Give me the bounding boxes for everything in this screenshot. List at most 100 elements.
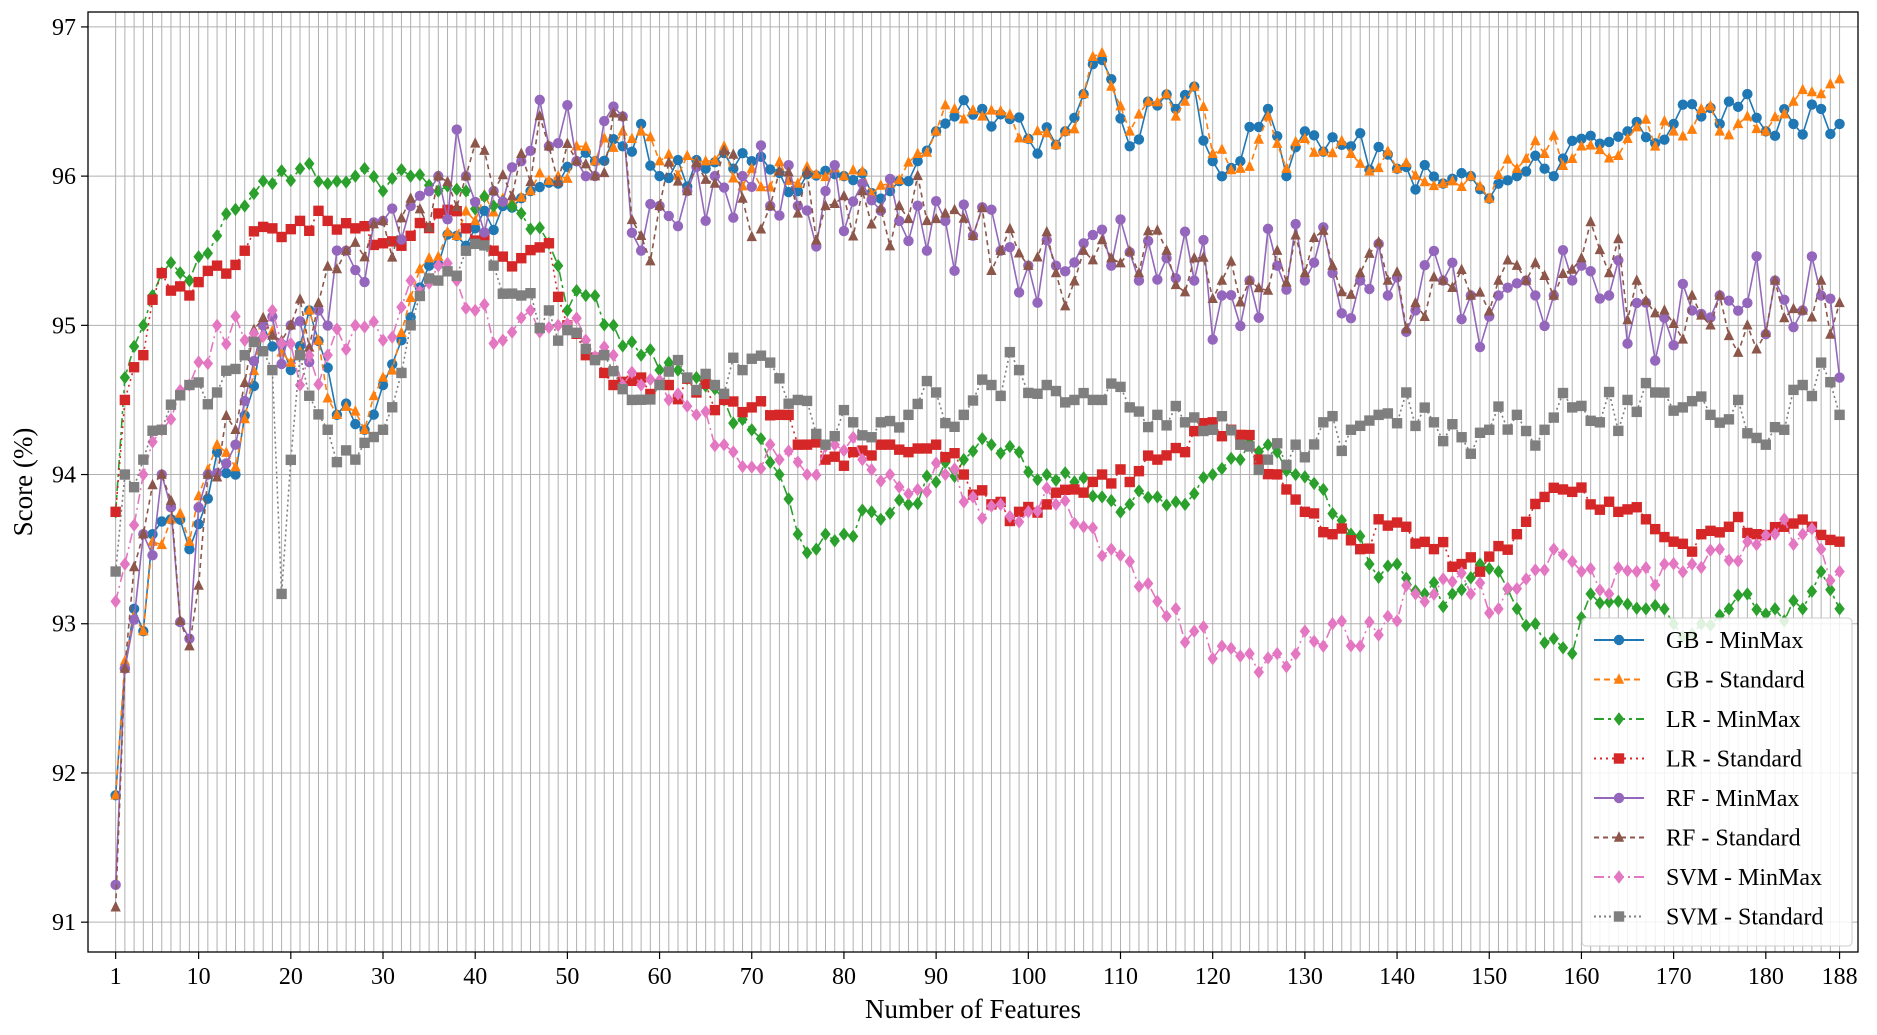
data-point [405, 192, 416, 203]
data-point [1797, 527, 1808, 541]
data-point [1189, 624, 1200, 638]
data-point [608, 366, 619, 377]
data-point [1124, 497, 1135, 512]
data-point [1373, 628, 1384, 642]
data-point [672, 175, 684, 186]
data-point [230, 202, 241, 217]
legend-label: SVM - Standard [1666, 905, 1823, 931]
data-point [1004, 509, 1016, 524]
data-point [1456, 314, 1467, 325]
data-point [1594, 417, 1606, 428]
data-point [1557, 153, 1569, 164]
data-point [1576, 140, 1587, 151]
data-point [1493, 178, 1504, 189]
data-point [1023, 132, 1034, 144]
data-point [119, 370, 131, 385]
data-point [1484, 192, 1495, 203]
data-point [1004, 241, 1016, 253]
data-point [728, 416, 739, 430]
data-point [645, 160, 656, 171]
data-point [1419, 594, 1430, 609]
data-point [1023, 387, 1034, 399]
data-point [368, 389, 379, 401]
data-point [1013, 445, 1025, 459]
data-point [1815, 103, 1827, 115]
data-point [304, 348, 315, 363]
data-point [811, 542, 822, 556]
data-point [1548, 129, 1559, 140]
data-point [396, 367, 407, 379]
data-point [645, 198, 656, 210]
data-point [506, 325, 518, 339]
data-point [1216, 143, 1228, 154]
data-point [1539, 147, 1550, 158]
data-point [700, 173, 711, 184]
data-point [1557, 548, 1569, 562]
data-point [921, 443, 933, 454]
data-point [1004, 222, 1016, 234]
data-point [488, 336, 499, 351]
data-point [1686, 546, 1698, 557]
data-point [1539, 424, 1550, 435]
x-axis-title: Number of Features [865, 994, 1081, 1024]
data-point [350, 264, 361, 276]
data-point [1677, 402, 1689, 413]
data-point [783, 398, 794, 409]
data-point [654, 155, 665, 166]
data-point [304, 225, 315, 237]
data-point [562, 324, 573, 336]
data-point [626, 375, 638, 387]
data-point [940, 98, 951, 110]
data-point [1603, 266, 1615, 278]
data-point [930, 212, 942, 224]
data-point [1345, 312, 1357, 324]
data-point [1539, 636, 1550, 650]
data-point [1659, 304, 1670, 315]
data-point [1373, 409, 1384, 421]
data-point [728, 396, 739, 407]
legend-marker [1613, 753, 1625, 764]
data-point [857, 184, 868, 196]
x-tick-label: 140 [1379, 964, 1415, 990]
data-point [903, 497, 914, 512]
data-point [1659, 115, 1670, 126]
data-point [1253, 121, 1264, 133]
data-point [783, 160, 794, 171]
data-point [1179, 95, 1191, 106]
data-point [1742, 88, 1753, 100]
data-point [1520, 166, 1532, 177]
data-point [1640, 377, 1652, 389]
data-point [1723, 295, 1735, 306]
data-point [1032, 388, 1043, 399]
data-point [857, 503, 868, 517]
data-point [1714, 417, 1725, 428]
data-point [718, 437, 730, 452]
data-point [654, 170, 665, 182]
data-point [221, 337, 232, 351]
data-point [977, 110, 988, 121]
data-point [368, 409, 379, 420]
data-point [193, 355, 204, 369]
data-point [1677, 538, 1689, 549]
data-point [682, 184, 693, 196]
data-point [1391, 265, 1403, 277]
data-point [1659, 312, 1670, 324]
data-point [1539, 563, 1550, 577]
data-point [1511, 409, 1523, 421]
data-point [1216, 639, 1228, 653]
y-tick-label: 92 [52, 761, 76, 787]
data-point [534, 242, 545, 253]
data-point [1133, 484, 1145, 498]
data-point [525, 175, 536, 187]
data-point [552, 138, 564, 149]
data-point [1354, 543, 1366, 555]
data-point [1797, 129, 1808, 140]
data-point [405, 273, 416, 288]
data-point [1281, 284, 1292, 295]
data-point [1649, 578, 1661, 592]
data-point [774, 452, 785, 467]
x-tick-label: 20 [279, 964, 303, 990]
data-point [1567, 402, 1578, 413]
data-point [1327, 267, 1338, 279]
data-point [1760, 326, 1772, 337]
